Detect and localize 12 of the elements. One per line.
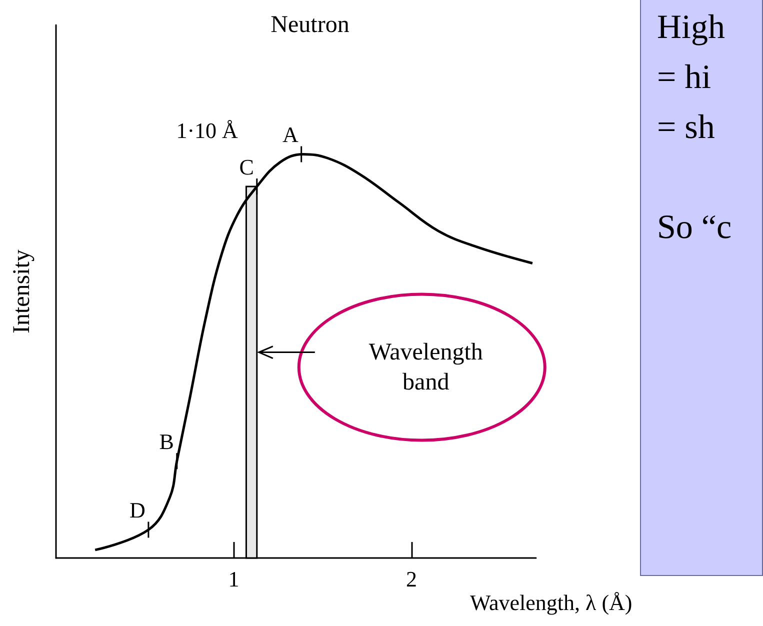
annotation: C [239, 154, 254, 180]
x-tick-label: 2 [406, 566, 418, 592]
x-axis-title: Wavelength, λ (Å) [470, 590, 632, 616]
band-label: Wavelength band [368, 339, 483, 396]
text: 1·10 Å [176, 118, 238, 144]
y-axis-title: Intensity [9, 250, 35, 334]
annotation: D [130, 498, 146, 523]
text-panel: High = hi = sh So “c [640, 0, 763, 576]
annotation: B [159, 429, 174, 454]
annotation: A [282, 122, 298, 148]
chart-title: Neutron [270, 12, 350, 38]
x-tick-label: 1 [228, 566, 240, 592]
